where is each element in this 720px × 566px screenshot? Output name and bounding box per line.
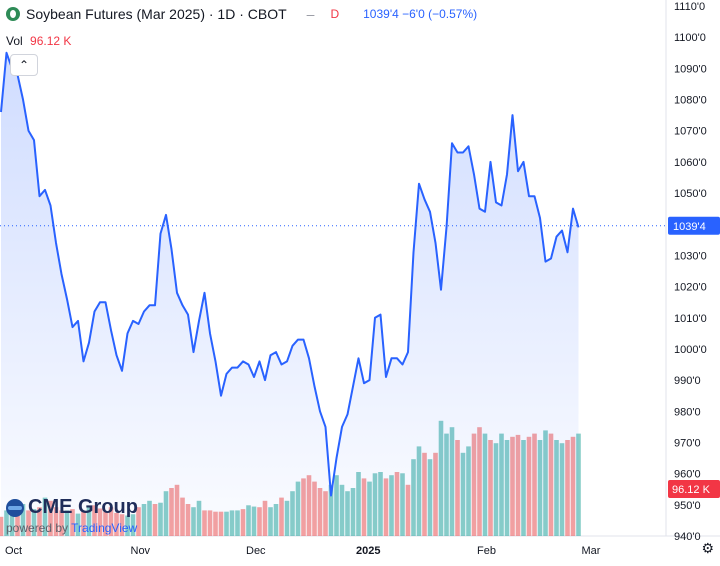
last-volume-tag-label: 96.12 K xyxy=(672,484,711,496)
price-tick-label: 1090'0 xyxy=(674,63,707,75)
price-tick-label: 1020'0 xyxy=(674,282,707,294)
data-flag: D xyxy=(330,7,340,21)
last-price-change: 1039'4 −6'0 (−0.57%) xyxy=(363,7,478,21)
price-tick-label: 980'0 xyxy=(674,406,701,418)
price-tick-label: 940'0 xyxy=(674,531,701,543)
volume-legend: Vol 96.12 K xyxy=(6,34,71,48)
time-tick-label: Nov xyxy=(131,545,151,557)
last-price-tag-label: 1039'4 xyxy=(673,221,706,233)
price-tick-label: 960'0 xyxy=(674,469,701,481)
branding[interactable]: CME Group powered by TradingView xyxy=(6,496,138,535)
price-tick-label: 1010'0 xyxy=(674,313,707,325)
cme-group-logo: CME Group xyxy=(6,496,138,519)
market-status-dash: – xyxy=(306,6,315,22)
price-tick-label: 1110'0 xyxy=(674,1,705,13)
price-tick-label: 1100'0 xyxy=(674,32,706,44)
price-tick-label: 1060'0 xyxy=(674,157,707,169)
powered-by-text: powered by xyxy=(6,521,69,535)
price-tick-label: 1000'0 xyxy=(674,344,707,356)
last-volume-tag xyxy=(668,480,720,498)
volume-value: 96.12 K xyxy=(30,34,72,48)
collapse-legend-button[interactable]: ⌃ xyxy=(10,54,38,76)
cme-logo-icon xyxy=(6,7,20,21)
price-tick-label: 1050'0 xyxy=(674,188,707,200)
price-line xyxy=(0,51,580,497)
powered-by[interactable]: powered by TradingView xyxy=(6,521,138,535)
cme-globe-icon xyxy=(6,498,24,517)
price-tick-label: 1030'0 xyxy=(674,250,707,262)
last-price-tag xyxy=(668,216,720,235)
price-tick-label: 1080'0 xyxy=(674,95,707,107)
symbol-title[interactable]: Soybean Futures (Mar 2025) · 1D · CBOT xyxy=(26,6,287,22)
price-tick-label: 950'0 xyxy=(674,500,701,512)
price-area-fill xyxy=(1,52,579,537)
time-tick-label: Feb xyxy=(477,545,496,557)
chart-header: Soybean Futures (Mar 2025) · 1D · CBOT –… xyxy=(6,6,477,22)
tradingview-link[interactable]: TradingView xyxy=(71,521,138,535)
time-tick-label: Oct xyxy=(5,545,22,557)
price-tick-label: 990'0 xyxy=(674,375,701,387)
time-tick-label: Mar xyxy=(582,545,601,557)
cme-group-text: CME Group xyxy=(28,496,138,518)
price-tick-label: 970'0 xyxy=(674,437,701,449)
price-tick-label: 1070'0 xyxy=(674,126,707,138)
volume-label: Vol xyxy=(6,34,23,48)
time-tick-label: Dec xyxy=(246,545,266,557)
gear-icon[interactable]: ⚙ xyxy=(701,540,714,556)
time-tick-label: 2025 xyxy=(356,545,380,557)
chevron-up-icon: ⌃ xyxy=(18,58,30,72)
